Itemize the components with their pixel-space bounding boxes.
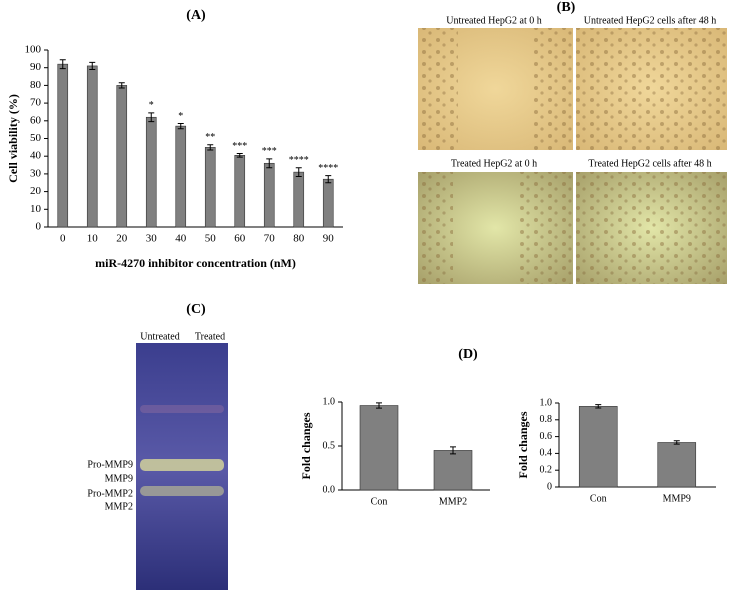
x-tick-label: 0 xyxy=(60,233,66,245)
bar xyxy=(204,147,216,228)
bar xyxy=(359,405,399,491)
y-tick-label: 0.2 xyxy=(540,464,553,475)
x-tick-label: 10 xyxy=(87,233,99,245)
error-bar xyxy=(207,144,214,151)
panel-label: (C) xyxy=(186,302,206,317)
panel-label: (D) xyxy=(458,347,478,362)
y-tick-label: 40 xyxy=(30,150,42,162)
y-tick-label: 50 xyxy=(30,132,42,144)
cell-texture xyxy=(418,172,453,284)
x-tick-label: 90 xyxy=(323,233,335,245)
x-tick-label: MMP2 xyxy=(439,496,467,507)
x-tick-label: MMP9 xyxy=(663,493,691,504)
panel-label: (B) xyxy=(557,0,576,15)
cell-texture xyxy=(576,28,727,150)
error-bar xyxy=(325,175,332,184)
y-tick-label: 0 xyxy=(36,221,42,233)
error-bar xyxy=(450,446,456,455)
y-tick-label: 100 xyxy=(25,44,42,56)
bar xyxy=(234,155,246,228)
lane-label: Treated xyxy=(195,331,225,342)
band-label: MMP9 xyxy=(105,473,133,484)
y-tick-label: 20 xyxy=(30,185,42,197)
x-tick-label: 60 xyxy=(234,233,246,245)
gel-band xyxy=(140,459,224,471)
cell-texture xyxy=(530,28,573,150)
y-tick-label: 60 xyxy=(30,114,42,126)
y-tick-label: 0 xyxy=(547,481,552,492)
y-tick-label: 70 xyxy=(30,97,42,109)
x-tick-label: Con xyxy=(371,496,388,507)
band-label: MMP2 xyxy=(105,501,133,512)
y-tick-label: 30 xyxy=(30,167,42,179)
bar xyxy=(57,63,69,228)
band-label: Pro-MMP9 xyxy=(87,459,133,470)
y-tick-label: 0.0 xyxy=(323,484,336,495)
error-bar xyxy=(673,440,680,445)
bar xyxy=(657,442,697,488)
cell-texture xyxy=(520,172,573,284)
bar xyxy=(145,116,157,228)
micrograph-label: Treated HepG2 cells after 48 h xyxy=(588,158,711,169)
x-tick-label: 20 xyxy=(116,233,128,245)
zymogram: Untreated Treated Pro-MMP9 MMP9 Pro-MMP2… xyxy=(87,331,228,590)
significance: **** xyxy=(289,155,309,166)
error-bar xyxy=(59,59,66,70)
micrographs: Untreated HepG2 at 0 h Untreated HepG2 c… xyxy=(418,15,727,284)
y-axis-label: Fold changes xyxy=(299,412,313,479)
bar xyxy=(293,171,305,228)
gel-band xyxy=(140,486,224,496)
x-tick-label: 30 xyxy=(146,233,158,245)
significance: *** xyxy=(262,146,277,157)
x-tick-label: 70 xyxy=(264,233,276,245)
bar xyxy=(322,178,334,228)
y-tick-label: 1.0 xyxy=(323,396,336,407)
error-bar xyxy=(595,404,602,409)
lane-label: Untreated xyxy=(140,331,179,342)
x-tick-label: Con xyxy=(590,493,607,504)
y-tick-label: 10 xyxy=(30,203,42,215)
bar xyxy=(175,125,187,228)
error-bar xyxy=(236,153,243,158)
y-tick-label: 0.5 xyxy=(323,440,336,451)
bar xyxy=(86,65,98,228)
x-tick-label: 80 xyxy=(293,233,305,245)
micrograph-label: Untreated HepG2 cells after 48 h xyxy=(584,15,716,26)
significance: *** xyxy=(232,141,247,152)
error-bar xyxy=(89,61,96,70)
y-axis-label: Cell viability (%) xyxy=(6,94,20,183)
bar xyxy=(116,85,128,228)
y-tick-label: 80 xyxy=(30,79,42,91)
micrograph-label: Untreated HepG2 at 0 h xyxy=(446,15,542,26)
y-tick-label: 90 xyxy=(30,61,42,73)
significance: **** xyxy=(318,163,338,174)
error-bar xyxy=(295,167,302,178)
y-tick-label: 0.6 xyxy=(540,431,553,442)
cell-texture xyxy=(418,28,458,150)
x-axis-label: miR-4270 inhibitor concentration (nM) xyxy=(95,256,296,270)
y-tick-label: 0.4 xyxy=(540,448,553,459)
error-bar xyxy=(266,158,273,169)
chart-title: (A) xyxy=(186,8,206,23)
bar xyxy=(263,162,275,228)
error-bar xyxy=(118,82,125,89)
y-tick-label: 1.0 xyxy=(540,397,553,408)
error-bar xyxy=(376,402,382,409)
y-axis-label: Fold changes xyxy=(516,411,530,478)
bar xyxy=(578,406,618,488)
bar xyxy=(433,450,473,491)
error-bar xyxy=(177,122,184,130)
error-bar xyxy=(148,112,155,123)
y-tick-label: 0.8 xyxy=(540,414,553,425)
significance: * xyxy=(178,111,183,122)
gel-band xyxy=(140,405,224,413)
micrograph-label: Treated HepG2 at 0 h xyxy=(451,158,537,169)
significance: * xyxy=(149,100,154,111)
x-tick-label: 50 xyxy=(205,233,217,245)
significance: ** xyxy=(205,132,215,143)
x-tick-label: 40 xyxy=(175,233,187,245)
band-label: Pro-MMP2 xyxy=(87,488,133,499)
cell-texture xyxy=(576,172,727,284)
